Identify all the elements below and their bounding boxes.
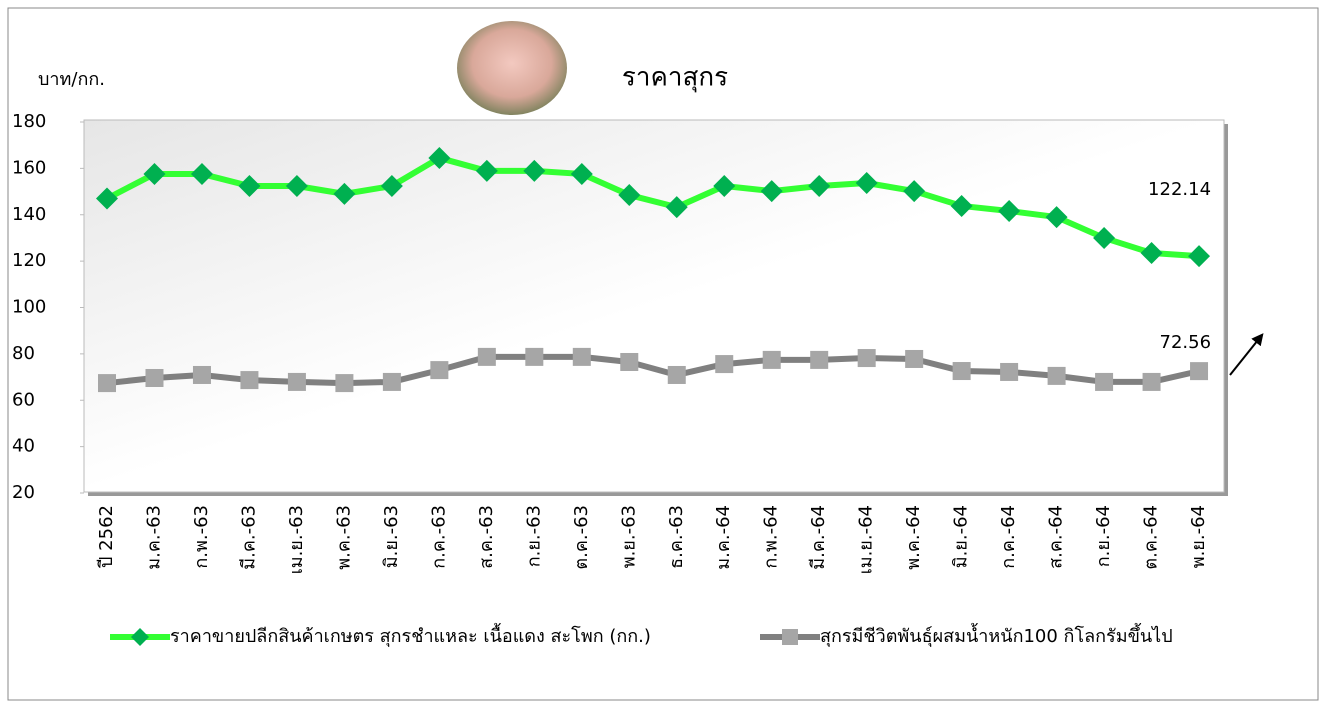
marker: [145, 369, 163, 387]
y-tick-label: 60: [12, 389, 35, 410]
data-label: 72.56: [1160, 332, 1212, 353]
x-tick-label: มี.ค.-63: [238, 505, 259, 570]
data-label: 122.14: [1148, 179, 1211, 200]
pig-image: [457, 21, 567, 115]
marker: [525, 348, 543, 366]
marker: [240, 371, 258, 389]
x-tick-label: ก.ย.-63: [523, 505, 544, 567]
legend-label: ราคาขายปลีกสินค้าเกษตร สุกรชำแหละ เนื้อแ…: [170, 623, 651, 647]
marker: [858, 349, 876, 367]
x-tick-label: พ.ย.-63: [618, 505, 639, 568]
x-tick-label: พ.ค.-63: [333, 505, 354, 570]
marker: [98, 374, 116, 392]
x-tick-label: ต.ค.-63: [571, 505, 592, 570]
x-tick-label: ธ.ค.-63: [666, 505, 687, 569]
marker: [620, 353, 638, 371]
marker: [668, 366, 686, 384]
x-tick-label: ปี 2562: [96, 505, 117, 568]
marker: [335, 374, 353, 392]
marker: [430, 361, 448, 379]
marker: [715, 355, 733, 373]
x-tick-label: ก.ย.-64: [1093, 505, 1114, 567]
x-tick-label: ก.พ.-63: [191, 505, 212, 569]
marker: [1095, 373, 1113, 391]
marker: [1143, 373, 1161, 391]
y-tick-label: 140: [12, 204, 46, 225]
x-tick-label: ส.ค.-64: [1046, 505, 1067, 569]
x-tick-label: มิ.ย.-64: [951, 505, 972, 568]
x-tick-label: ส.ค.-63: [476, 505, 497, 569]
marker: [1048, 367, 1066, 385]
marker: [383, 373, 401, 391]
x-tick-label: ม.ค.-63: [143, 505, 164, 570]
y-tick-label: 160: [12, 157, 46, 178]
legend-label: สุกรมีชีวิตพันธุ์ผสมน้ำหนัก100 กิโลกรัมข…: [820, 623, 1173, 647]
marker: [1000, 363, 1018, 381]
marker: [810, 351, 828, 369]
chart: ราคาสุกร บาท/กก. 20 40 60 80 100 120 140 160 180…: [0, 0, 1327, 709]
x-tick-label: ก.ค.-63: [428, 505, 449, 569]
x-tick-label: พ.ย.-64: [1188, 505, 1209, 568]
x-tick-label: เม.ย.-63: [286, 505, 307, 574]
y-tick-label: 40: [12, 436, 35, 457]
x-tick-label: ก.ค.-64: [998, 505, 1019, 569]
y-tick-label: 20: [12, 482, 35, 503]
legend-marker: [782, 629, 798, 645]
x-tick-label: เม.ย.-64: [856, 505, 877, 574]
y-axis-label: บาท/กก.: [38, 69, 105, 90]
x-tick-label: มี.ค.-64: [808, 505, 829, 570]
x-tick-label: ต.ค.-64: [1141, 505, 1162, 570]
x-tick-label: ม.ค.-64: [713, 505, 734, 570]
y-tick-label: 100: [12, 297, 46, 318]
x-tick-label: พ.ค.-64: [903, 505, 924, 570]
marker: [953, 362, 971, 380]
chart-title: ราคาสุกร: [622, 63, 728, 93]
marker: [193, 366, 211, 384]
plot-area: [84, 120, 1224, 492]
x-tick-label: มิ.ย.-63: [381, 505, 402, 568]
marker: [573, 348, 591, 366]
y-tick-label: 180: [12, 111, 46, 132]
marker: [763, 351, 781, 369]
marker: [288, 373, 306, 391]
y-tick-label: 80: [12, 343, 35, 364]
marker: [1190, 362, 1208, 380]
y-tick-label: 120: [12, 250, 46, 271]
marker: [478, 348, 496, 366]
marker: [905, 350, 923, 368]
x-tick-label: ก.พ.-64: [761, 505, 782, 569]
